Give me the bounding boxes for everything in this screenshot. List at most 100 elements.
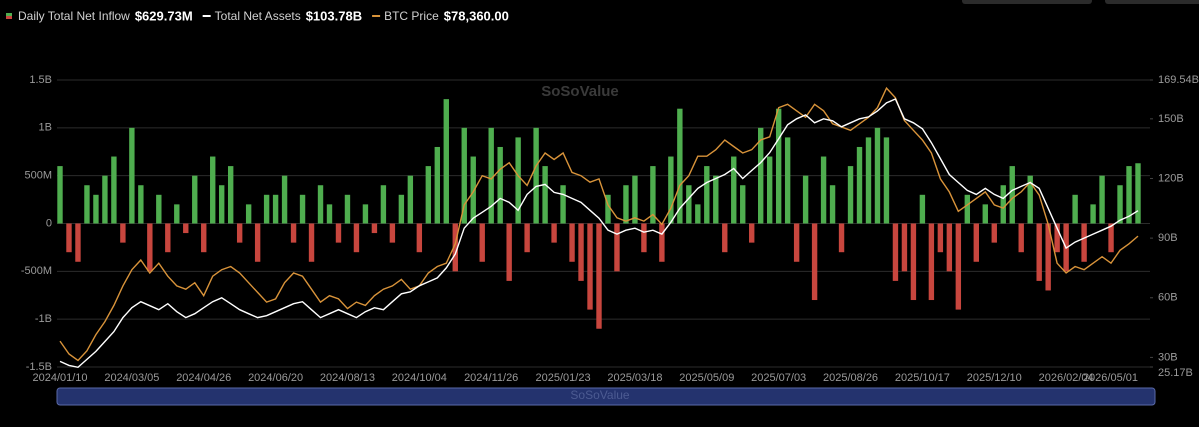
x-tick-label: 2025/12/10	[967, 372, 1022, 384]
bar	[120, 223, 126, 243]
bar	[946, 223, 953, 272]
navigator[interactable]	[56, 387, 1156, 406]
bar	[964, 194, 971, 224]
x-tick-label: 2024/11/26	[464, 372, 518, 384]
bar	[461, 127, 467, 224]
bar	[102, 175, 108, 224]
bar	[847, 166, 854, 224]
bar	[353, 223, 360, 253]
watermark: SoSoValue	[570, 388, 629, 402]
bar	[1099, 175, 1105, 224]
bar	[263, 194, 270, 224]
bar	[129, 127, 135, 224]
y-tick-label: 1B	[39, 122, 52, 134]
bar	[677, 108, 683, 224]
bar	[596, 223, 602, 329]
bar	[434, 146, 440, 224]
bar	[66, 223, 72, 253]
legend-name: Daily Total Net Inflow	[18, 9, 130, 23]
bar	[371, 223, 378, 234]
bar	[1054, 223, 1060, 253]
bar	[874, 127, 881, 224]
bar	[1117, 185, 1123, 224]
bar	[84, 185, 90, 224]
bar	[722, 223, 728, 253]
legend-name: BTC Price	[384, 9, 439, 23]
y2-tick-label: 90B	[1158, 232, 1178, 244]
bar	[982, 204, 988, 224]
bar	[1072, 194, 1078, 224]
y2-tick-label: 25.17B	[1158, 367, 1193, 379]
y-tick-label: -1.5B	[26, 361, 52, 373]
y-tick-label: 1.5B	[29, 74, 52, 86]
legend-value: $78,360.00	[444, 8, 509, 23]
y-tick-label: 0	[46, 217, 52, 229]
bar	[695, 204, 701, 224]
bar	[254, 223, 261, 262]
x-tick-label: 2025/05/09	[679, 372, 734, 384]
bar	[93, 194, 99, 224]
bar	[578, 223, 584, 281]
toolbar-button[interactable]	[962, 0, 1092, 4]
bar	[75, 223, 81, 262]
bar	[111, 156, 117, 224]
bar	[910, 223, 917, 301]
bar	[650, 166, 656, 224]
bar	[1036, 223, 1042, 281]
bar	[147, 223, 153, 272]
bar	[1009, 166, 1015, 224]
bar	[57, 166, 63, 224]
x-tick-label: 2024/10/04	[392, 372, 447, 384]
bar	[452, 223, 458, 272]
bar	[740, 185, 746, 224]
bar	[829, 185, 836, 224]
bar	[820, 156, 827, 224]
bar	[901, 223, 908, 272]
y-tick-label: 500M	[24, 170, 52, 182]
bar	[245, 204, 252, 224]
bar	[749, 223, 755, 243]
bar	[928, 223, 935, 301]
bar	[686, 185, 692, 224]
toolbar-button[interactable]	[1105, 0, 1199, 4]
bar	[892, 223, 899, 281]
bar	[1000, 185, 1006, 224]
y2-tick-label: 30B	[1158, 351, 1178, 363]
bar	[883, 137, 890, 224]
bar	[811, 223, 818, 301]
bar	[533, 127, 539, 224]
bar	[398, 194, 405, 224]
bar	[389, 223, 396, 243]
bar	[560, 185, 566, 224]
bar	[201, 223, 207, 253]
legend-name: Total Net Assets	[215, 9, 301, 23]
bar	[236, 223, 243, 243]
bar	[937, 223, 944, 253]
bar	[317, 185, 324, 224]
bar	[838, 223, 845, 253]
bar	[856, 146, 863, 224]
bar	[1081, 223, 1087, 262]
bar	[326, 204, 333, 224]
bar	[668, 156, 674, 224]
bar	[192, 175, 198, 224]
bar	[542, 166, 548, 224]
bar	[416, 223, 423, 253]
y2-tick-label: 120B	[1158, 172, 1184, 184]
bar	[281, 175, 288, 224]
legend-icon	[202, 15, 211, 17]
bar	[210, 156, 216, 224]
bar	[784, 137, 791, 224]
x-tick-label: 2024/06/20	[248, 372, 303, 384]
legend-icon	[6, 13, 12, 16]
bar	[299, 194, 306, 224]
x-tick-label: 2024/04/26	[176, 372, 231, 384]
bar	[991, 223, 997, 243]
bar	[183, 223, 189, 234]
legend-value: $103.78B	[306, 8, 362, 23]
bar	[425, 166, 432, 224]
bar	[156, 194, 162, 224]
bar	[335, 223, 342, 243]
